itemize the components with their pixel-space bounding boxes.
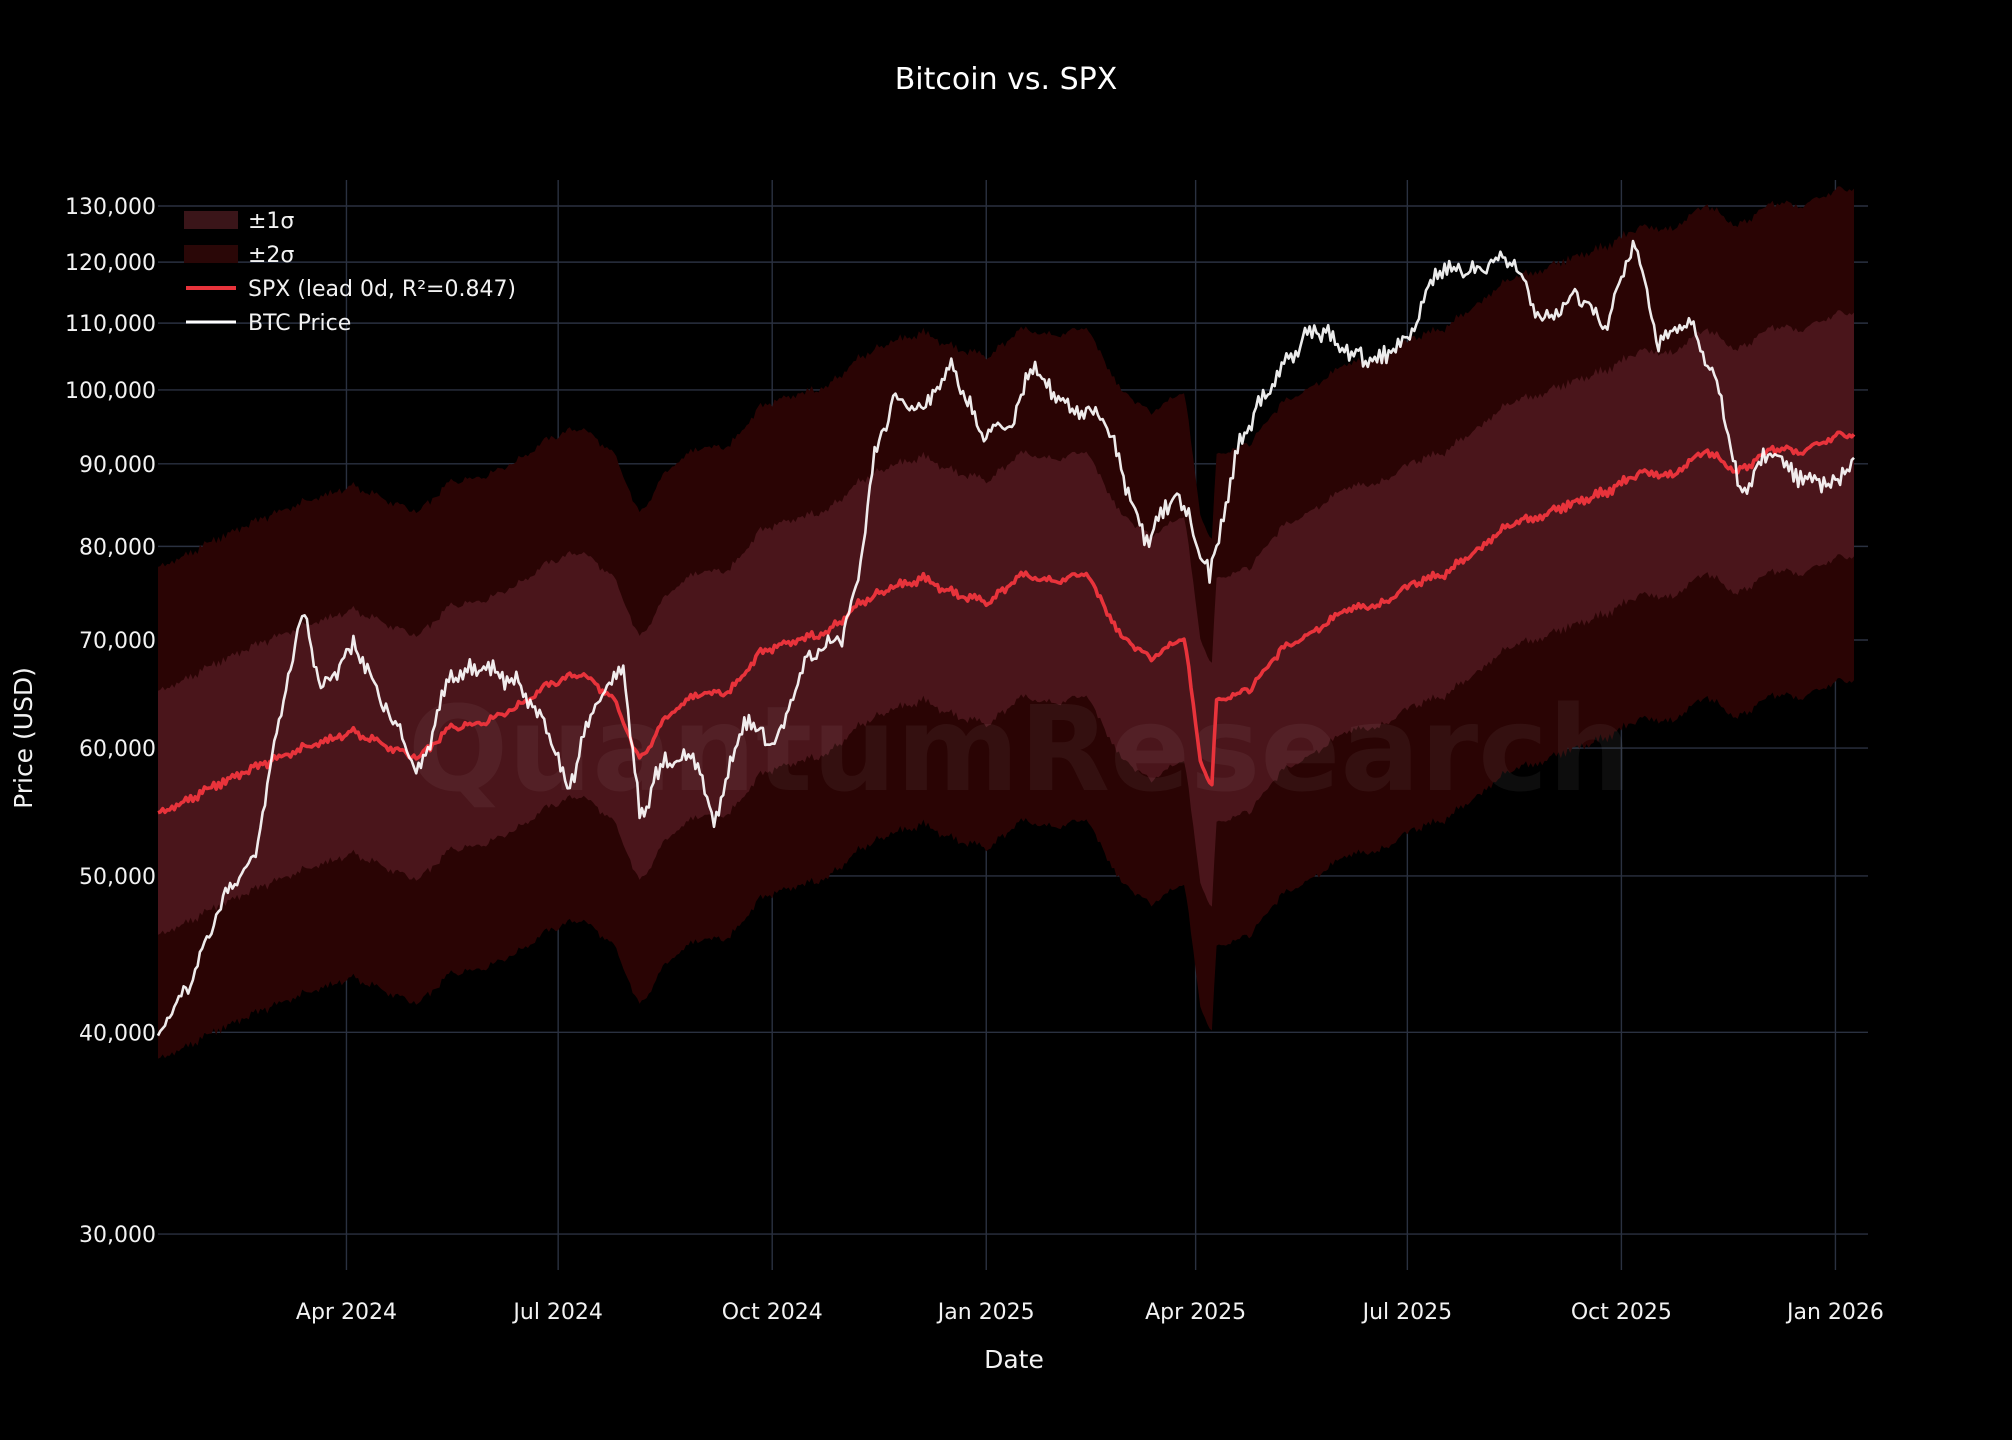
y-tick-label: 70,000 — [79, 629, 156, 654]
legend-label-btc: BTC Price — [248, 311, 351, 336]
legend-item-sigma1[interactable]: ±1σ — [184, 209, 294, 234]
legend-label-spx: SPX (lead 0d, R²=0.847) — [248, 277, 516, 302]
band-layer — [158, 186, 1854, 1059]
y-tick-label: 100,000 — [65, 379, 156, 404]
y-tick-label: 60,000 — [79, 737, 156, 762]
y-axis-title: Price (USD) — [9, 667, 38, 809]
y-tick-label: 120,000 — [65, 251, 156, 276]
x-tick-label: Oct 2025 — [1571, 1300, 1672, 1325]
legend[interactable]: ±1σ ±2σ SPX (lead 0d, R²=0.847) BTC Price — [184, 209, 516, 336]
x-axis-ticks: Apr 2024 Jul 2024 Oct 2024 Jan 2025 Apr 2025… — [296, 1300, 1884, 1325]
y-tick-label: 110,000 — [65, 312, 156, 337]
x-tick-label: Jan 2026 — [1785, 1300, 1884, 1325]
x-tick-label: Jan 2025 — [936, 1300, 1035, 1325]
band-1sigma — [158, 310, 1854, 935]
x-tick-label: Oct 2024 — [722, 1300, 823, 1325]
x-axis-title: Date — [984, 1345, 1044, 1374]
legend-swatch-sigma2 — [184, 245, 238, 263]
legend-swatch-sigma1 — [184, 211, 238, 229]
legend-label-sigma1: ±1σ — [248, 209, 294, 234]
watermark-text: QuantumResearch — [408, 680, 1632, 818]
legend-item-sigma2[interactable]: ±2σ — [184, 243, 294, 268]
series-layer — [156, 239, 1856, 1037]
y-tick-label: 40,000 — [79, 1021, 156, 1046]
x-tick-label: Jul 2024 — [511, 1300, 603, 1325]
legend-label-sigma2: ±2σ — [248, 243, 294, 268]
y-axis-ticks: 30,000 40,000 50,000 60,000 70,000 80,000 90,0… — [65, 195, 156, 1248]
series-line-spx — [157, 430, 1856, 815]
chart-title: Bitcoin vs. SPX — [895, 62, 1118, 97]
legend-item-spx[interactable]: SPX (lead 0d, R²=0.847) — [186, 277, 516, 302]
x-tick-label: Apr 2024 — [296, 1300, 397, 1325]
legend-item-btc[interactable]: BTC Price — [186, 311, 351, 336]
x-tick-label: Jul 2025 — [1361, 1300, 1453, 1325]
y-tick-label: 90,000 — [79, 453, 156, 478]
series-line-btc — [156, 239, 1855, 1037]
y-tick-label: 30,000 — [79, 1223, 156, 1248]
y-tick-label: 50,000 — [79, 865, 156, 890]
x-tick-label: Apr 2025 — [1145, 1300, 1246, 1325]
y-tick-label: 80,000 — [79, 535, 156, 560]
y-tick-label: 130,000 — [65, 195, 156, 220]
